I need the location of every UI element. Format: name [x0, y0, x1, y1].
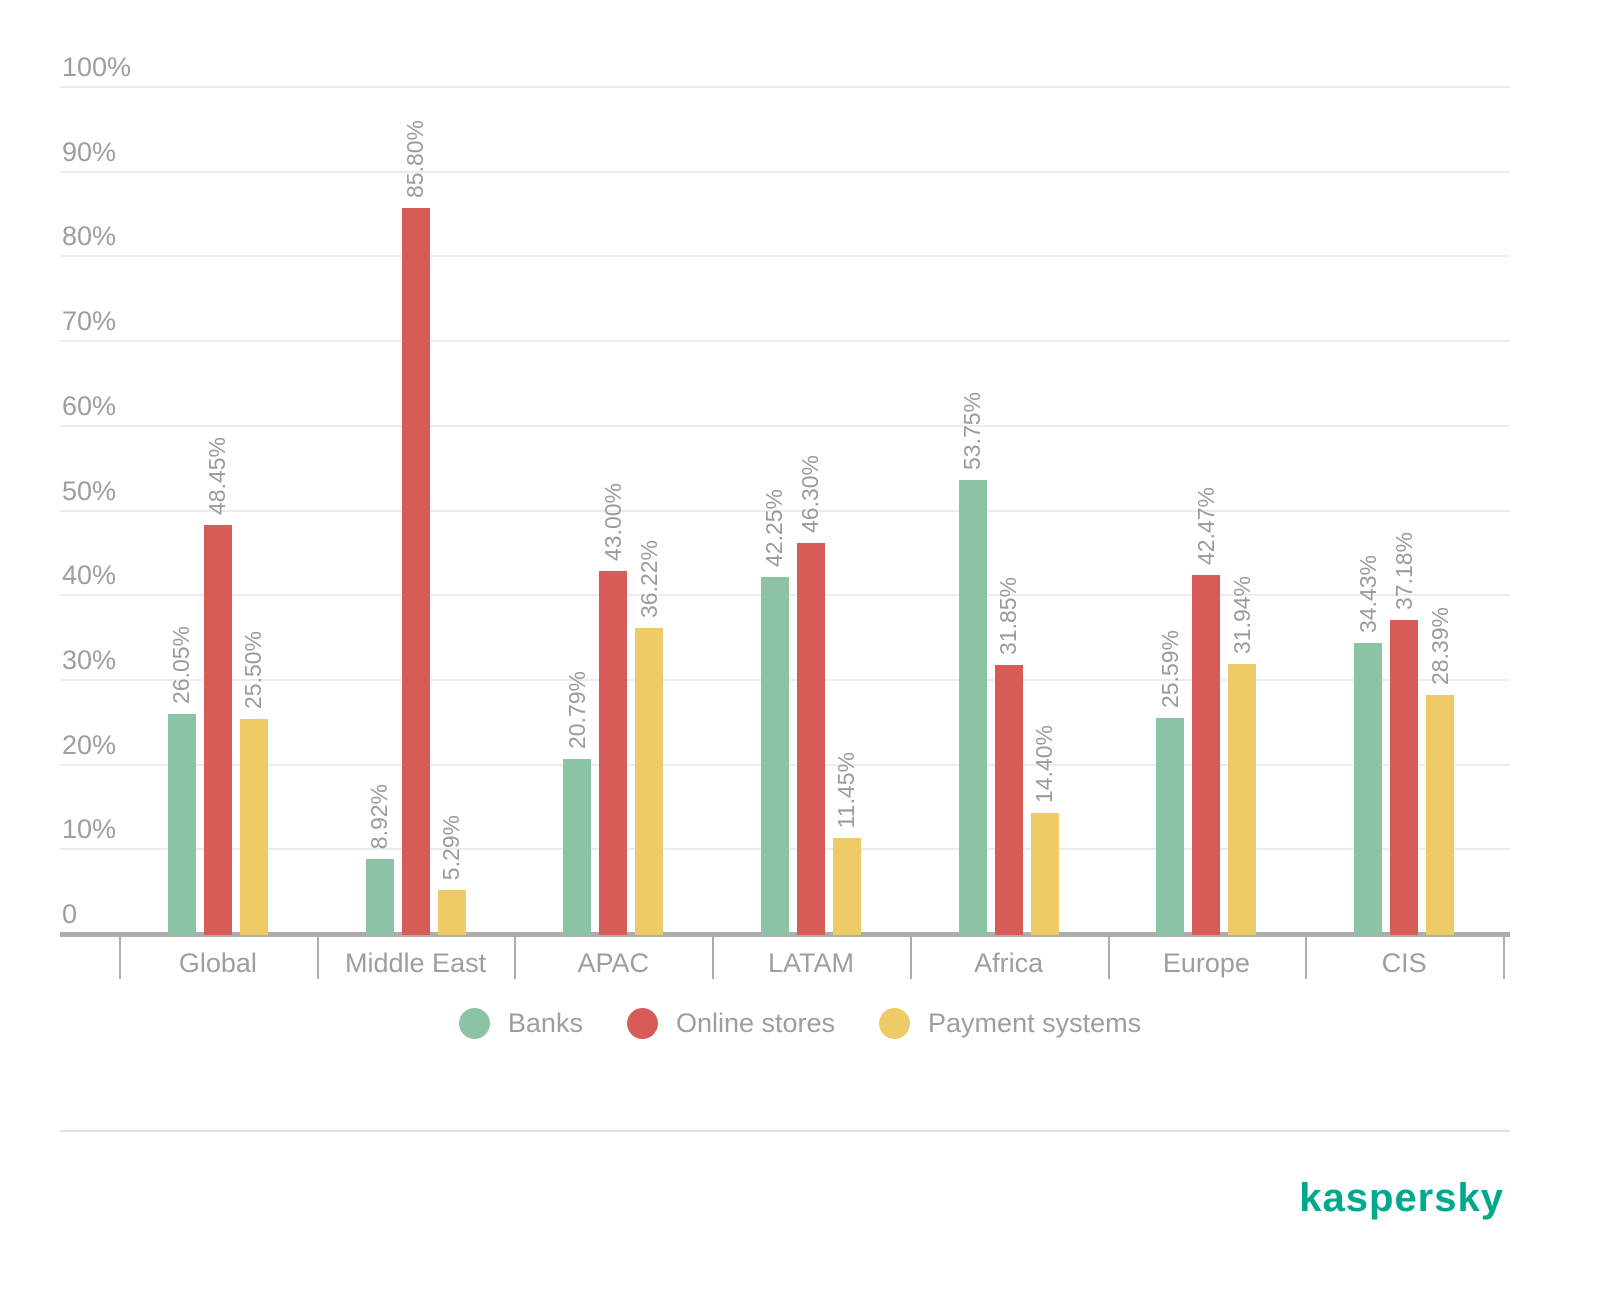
legend-label: Online stores: [675, 1008, 836, 1038]
bar-value-label: 28.39%: [1426, 606, 1453, 685]
bar-value-label: 42.47%: [1192, 487, 1219, 566]
legend-item-banks: Banks: [458, 1008, 583, 1039]
legend-item-payment-systems: Payment systems: [879, 1008, 1141, 1039]
plot-area: 100% 90% 80% 70% 60% 50% 40% 30% 20% 10% 0 Global Mi…: [60, 52, 1510, 979]
gridline: [60, 509, 1510, 512]
bar-value-label: 48.45%: [204, 436, 231, 515]
bar-banks-apac: [563, 758, 592, 935]
y-axis-label: 60%: [62, 390, 117, 421]
bar-value-label: 25.50%: [240, 631, 267, 710]
category-label-apac: APAC: [577, 948, 650, 978]
bar-online-stores-global: [203, 524, 232, 935]
bar-value-label: 14.40%: [1031, 725, 1058, 804]
footer-divider: [60, 1130, 1510, 1132]
category-label-africa: Africa: [974, 948, 1044, 978]
bar-banks-middle-east: [365, 859, 394, 935]
bar-banks-cis: [1354, 643, 1383, 935]
bar-online-stores-europe: [1192, 575, 1221, 935]
bar-payment-systems-africa: [1030, 813, 1059, 935]
bar-value-label: 20.79%: [563, 670, 590, 749]
x-axis-tick: [514, 937, 517, 979]
gridline: [60, 424, 1510, 427]
legend-label: Payment systems: [928, 1008, 1142, 1038]
x-axis-tick: [1107, 937, 1110, 979]
bar-payment-systems-apac: [635, 628, 664, 935]
bar-value-label: 34.43%: [1354, 555, 1381, 634]
y-axis-label: 90%: [62, 136, 117, 167]
y-axis-label: 30%: [62, 644, 117, 675]
category-label-cis: CIS: [1381, 948, 1427, 978]
bar-online-stores-apac: [599, 570, 628, 935]
kaspersky-logo: kaspersky: [1299, 1176, 1504, 1220]
legend-label: Banks: [507, 1008, 583, 1038]
x-axis-tick: [712, 937, 715, 979]
bar-value-label: 11.45%: [833, 751, 860, 829]
gridline: [60, 340, 1510, 343]
bar-value-label: 31.94%: [1228, 576, 1255, 655]
x-axis-tick: [1305, 937, 1308, 979]
bar-value-label: 25.59%: [1156, 630, 1183, 709]
bar-banks-africa: [958, 479, 987, 935]
y-axis-label: 80%: [62, 221, 117, 252]
y-axis-label: 0: [62, 899, 78, 929]
bar-value-label: 37.18%: [1390, 532, 1417, 611]
bar-online-stores-cis: [1390, 620, 1419, 935]
bar-banks-global: [167, 714, 196, 935]
bar-value-label: 42.25%: [761, 489, 788, 568]
legend-item-online-stores: Online stores: [626, 1008, 836, 1039]
y-axis-label: 100%: [62, 52, 132, 82]
gridline: [60, 170, 1510, 173]
category-label-latam: LATAM: [767, 948, 854, 978]
bar-online-stores-middle-east: [401, 208, 430, 935]
bar-value-label: 85.80%: [402, 120, 429, 199]
bar-value-label: 5.29%: [438, 814, 465, 881]
bar-payment-systems-middle-east: [437, 890, 466, 935]
bar-value-label: 31.85%: [995, 577, 1022, 656]
bar-value-label: 46.30%: [797, 454, 824, 533]
y-axis-label: 70%: [62, 306, 117, 337]
bar-online-stores-africa: [994, 665, 1023, 935]
bar-payment-systems-latam: [832, 838, 861, 935]
bar-value-label: 53.75%: [959, 391, 986, 470]
bar-banks-europe: [1156, 718, 1185, 935]
online-stores-swatch: [626, 1008, 658, 1039]
bar-banks-latam: [760, 577, 789, 935]
y-axis-label: 40%: [62, 560, 117, 591]
bar-payment-systems-global: [239, 719, 268, 935]
bar-value-label: 36.22%: [635, 540, 662, 619]
banks-swatch: [458, 1008, 490, 1039]
x-axis-tick: [316, 937, 319, 979]
legend: Banks Online stores Payment systems: [0, 1008, 1600, 1039]
y-axis-label: 20%: [62, 729, 117, 760]
category-label-europe: Europe: [1162, 948, 1250, 978]
bar-value-label: 43.00%: [599, 482, 626, 561]
x-axis-tick: [1502, 937, 1505, 979]
gridline: [60, 86, 1510, 88]
bar-value-label: 26.05%: [168, 626, 195, 705]
x-axis-tick: [909, 937, 912, 979]
y-axis-label: 10%: [62, 814, 117, 845]
bar-value-label: 8.92%: [366, 784, 393, 850]
category-label-middle-east: Middle East: [345, 948, 487, 978]
gridline: [60, 255, 1510, 258]
payment-systems-swatch: [879, 1008, 911, 1039]
bar-payment-systems-cis: [1426, 694, 1455, 935]
y-axis-label: 50%: [62, 475, 117, 506]
category-label-global: Global: [178, 948, 257, 978]
bar-payment-systems-europe: [1228, 664, 1257, 935]
x-axis-tick: [119, 937, 121, 979]
bar-online-stores-latam: [796, 542, 825, 935]
